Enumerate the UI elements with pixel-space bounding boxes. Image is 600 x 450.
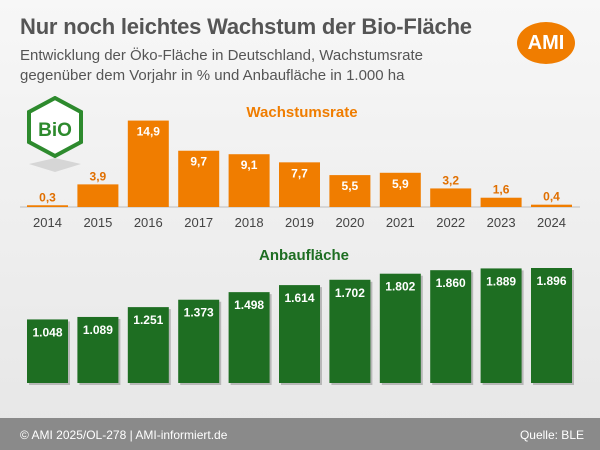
year-tick-label: 2014 [33,215,62,230]
growth-value-label: 1,6 [493,183,510,197]
area-value-label: 1.702 [335,286,365,300]
ami-logo: AMI [517,22,575,64]
area-value-label: 1.802 [385,280,415,294]
growth-bar [178,150,220,207]
growth-chart-title: Wachstumsrate [246,104,357,121]
growth-value-label: 9,7 [190,155,207,169]
area-bar [77,316,119,383]
year-tick-label: 2019 [285,215,314,230]
area-value-label: 1.860 [436,276,466,290]
area-value-label: 1.089 [83,323,113,337]
year-tick-label: 2018 [235,215,264,230]
year-tick-label: 2020 [335,215,364,230]
year-tick-label: 2023 [487,215,516,230]
area-chart-title: Anbaufläche [259,247,349,264]
area-value-label: 1.889 [486,274,516,288]
growth-value-label: 3,2 [442,173,459,187]
growth-value-label: 5,5 [342,179,359,193]
growth-value-label: 7,7 [291,166,308,180]
year-tick-label: 2024 [537,215,566,230]
area-bar [480,268,522,383]
area-bar [178,299,220,383]
growth-bar [329,175,371,207]
year-tick-label: 2022 [436,215,465,230]
growth-value-label: 3,9 [90,169,107,183]
growth-value-label: 0,3 [39,190,56,204]
year-tick-label: 2017 [184,215,213,230]
area-value-label: 1.048 [32,325,62,339]
area-value-label: 1.373 [184,306,214,320]
area-bar [329,279,371,383]
area-bar [228,292,270,383]
bio-seal-icon: BiO [27,96,83,172]
area-bar [27,319,68,383]
growth-bar [77,184,119,207]
growth-bar [27,205,68,207]
growth-bar [127,120,169,207]
area-value-label: 1.614 [284,291,314,305]
page-subtitle: Entwicklung der Öko-Fläche in Deutschlan… [20,47,423,84]
growth-value-label: 14,9 [137,125,161,139]
area-bar [430,270,472,383]
year-tick-label: 2021 [386,215,415,230]
growth-value-label: 9,1 [241,158,258,172]
year-tick-label: 2016 [134,215,163,230]
area-bar [379,273,421,383]
footer-source: Quelle: BLE [519,428,584,442]
growth-bar [228,154,270,207]
growth-bar [379,172,421,207]
area-bar [531,268,572,383]
area-value-label: 1.251 [133,313,163,327]
area-value-label: 1.896 [536,274,566,288]
growth-value-label: 5,9 [392,177,409,191]
growth-value-label: 0,4 [543,190,560,204]
growth-bar [531,204,572,207]
area-bar [127,307,169,383]
page-title: Nur noch leichtes Wachstum der Bio-Fläch… [20,14,472,39]
footer-copyright: © AMI 2025/OL-278 | AMI-informiert.de [20,428,228,442]
growth-bar [279,162,320,207]
area-value-label: 1.498 [234,298,264,312]
area-bar [279,285,320,383]
footer-bar: © AMI 2025/OL-278 | AMI-informiert.de Qu… [0,418,600,450]
year-tick-label: 2015 [83,215,112,230]
growth-bar [480,197,522,207]
bio-seal-text: BiO [38,120,72,141]
growth-bar [430,188,472,207]
